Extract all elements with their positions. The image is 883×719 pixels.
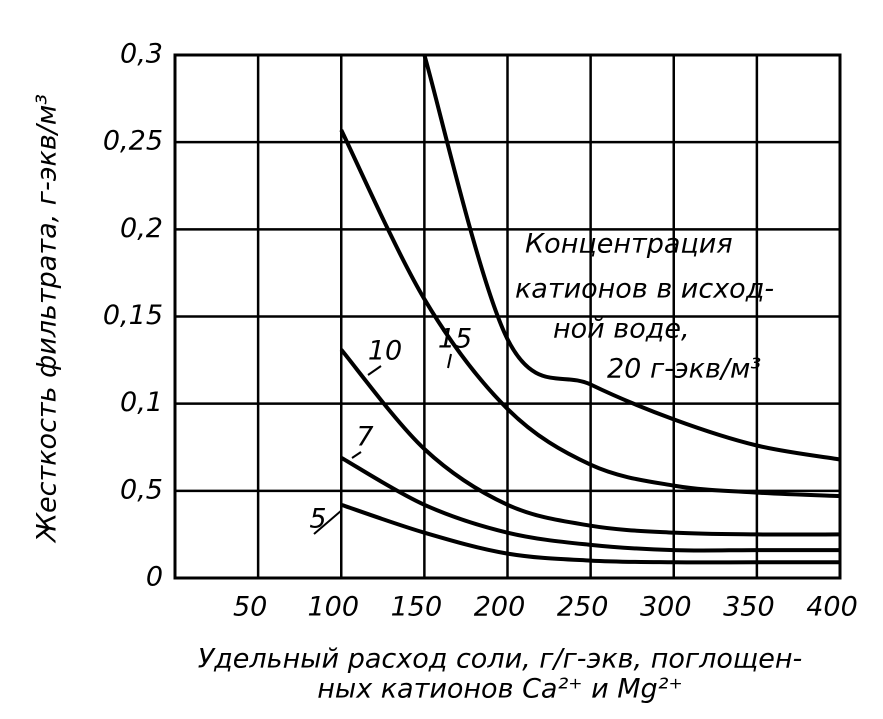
y-tick-label: 0,25 [103,126,163,157]
leader-line [367,365,382,376]
x-axis-label: ных катионов Ca²⁺ и Mg²⁺ [317,674,683,705]
x-tick-label: 100 [307,592,359,623]
annotation: 20 г-экв/м³ [607,354,761,385]
x-tick-label: 200 [474,592,526,623]
series-label: 15 [438,324,472,355]
line [340,455,840,553]
y-tick-label: 0,5 [120,474,163,505]
leader-line [313,509,343,535]
y-tick-label: 0,1 [120,387,163,418]
annotation: катионов в исход- [515,274,774,305]
x-tick-label: 250 [557,592,609,623]
annotation: ной воде, [553,314,690,345]
y-tick-label: 0 [146,562,163,593]
x-tick-label: 50 [233,592,267,623]
x-tick-label: 350 [723,592,775,623]
x-tick-label: 400 [806,592,858,623]
y-tick-label: 0,3 [120,39,163,70]
line [339,348,841,537]
leader-line [447,353,452,369]
line [340,502,840,565]
annotation: Концентрация [525,229,733,260]
line [422,54,841,462]
leader-line [351,451,362,459]
x-tick-label: 150 [391,592,443,623]
y-tick-label: 0,2 [120,213,163,244]
series-label: 10 [368,336,402,367]
y-tick-label: 0,15 [103,300,163,331]
series-label: 7 [356,422,373,453]
x-tick-label: 300 [640,592,692,623]
x-axis-label: Удельный расход соли, г/г-экв, поглощен- [198,644,803,675]
line [339,129,841,499]
y-axis-label: Жесткость фильтрата, г-экв/м³ [32,94,63,544]
